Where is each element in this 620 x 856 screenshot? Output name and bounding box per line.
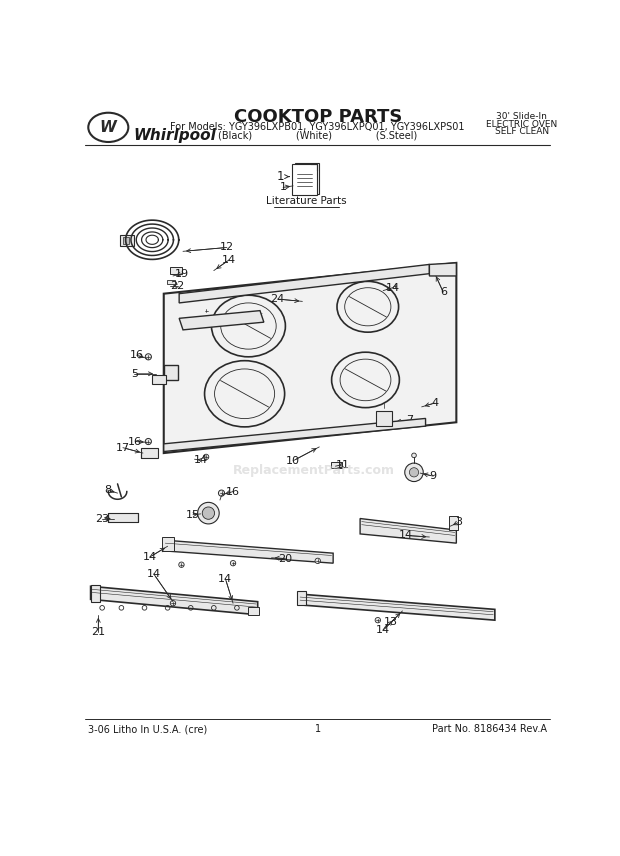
Text: Part No. 8186434 Rev.A: Part No. 8186434 Rev.A [432,724,547,734]
Text: 5: 5 [131,369,138,378]
Polygon shape [360,519,456,544]
Bar [162,537,174,551]
Text: Whirlpool: Whirlpool [133,128,216,143]
Bar [331,462,342,468]
Text: (Black)              (White)              (S.Steel): (Black) (White) (S.Steel) [218,131,417,141]
Text: 1: 1 [277,170,285,183]
Text: 3-06 Litho In U.S.A. (cre): 3-06 Litho In U.S.A. (cre) [88,724,208,734]
Text: 14: 14 [147,569,161,579]
Text: 14: 14 [399,531,414,540]
Bar [123,237,129,244]
Circle shape [231,561,236,566]
Text: 14: 14 [218,574,232,584]
Circle shape [198,502,219,524]
Text: SELF CLEAN: SELF CLEAN [495,128,549,136]
Text: 14: 14 [193,455,208,465]
Text: 16: 16 [130,350,144,360]
Polygon shape [164,419,425,451]
Circle shape [179,562,184,568]
Bar [170,267,182,274]
Circle shape [203,455,209,460]
Text: 14: 14 [222,255,236,265]
Text: 14: 14 [143,552,157,562]
Text: 11: 11 [335,460,350,470]
Bar [91,585,100,602]
Text: 3: 3 [455,517,462,527]
Text: 8: 8 [104,485,111,495]
Bar [249,607,259,615]
Circle shape [315,558,321,563]
Circle shape [218,490,224,496]
Text: For Models: YGY396LXPB01, YGY396LXPQ01, YGY396LXPS01: For Models: YGY396LXPB01, YGY396LXPQ01, … [170,122,465,133]
Text: ELECTRIC OVEN: ELECTRIC OVEN [486,120,557,128]
Polygon shape [91,586,258,615]
Text: ReplacementParts.com: ReplacementParts.com [233,464,395,478]
Bar [376,411,392,426]
Text: 10: 10 [286,455,300,466]
Circle shape [203,308,209,313]
Polygon shape [430,263,456,276]
Bar [293,164,317,195]
Circle shape [412,453,416,458]
Circle shape [405,463,423,482]
Text: COOKTOP PARTS: COOKTOP PARTS [234,108,402,126]
Bar [167,280,175,284]
Text: 19: 19 [175,269,189,279]
Text: 24: 24 [270,294,285,304]
Text: 21: 21 [91,627,105,638]
Polygon shape [298,594,495,620]
Polygon shape [179,265,430,303]
Text: 6: 6 [440,287,447,297]
Bar [294,163,319,193]
Text: Literature Parts: Literature Parts [266,196,347,206]
Circle shape [170,601,175,606]
Bar [120,235,134,246]
Polygon shape [179,311,264,330]
Circle shape [375,617,381,623]
Circle shape [219,490,224,496]
Circle shape [409,467,419,477]
Text: 22: 22 [170,281,185,291]
Text: 14: 14 [376,625,390,635]
Text: 13: 13 [384,617,398,627]
Text: 12: 12 [220,242,234,253]
Text: 23: 23 [95,514,109,524]
Text: 1: 1 [280,182,286,193]
Polygon shape [164,365,177,380]
Text: 17: 17 [116,443,130,453]
Text: 15: 15 [186,509,200,520]
Circle shape [392,283,397,288]
Text: 7: 7 [407,415,414,425]
Text: W: W [100,120,117,135]
Text: 20: 20 [278,554,293,563]
Polygon shape [164,540,333,563]
Text: 14: 14 [386,282,401,293]
Circle shape [381,398,387,404]
Text: 9: 9 [430,471,437,481]
Bar [297,591,306,604]
Text: 1: 1 [315,724,321,734]
Text: 4: 4 [432,398,438,408]
Text: 16: 16 [226,486,240,496]
Bar [449,516,458,530]
Circle shape [145,438,151,444]
Polygon shape [164,263,456,453]
Circle shape [202,507,215,520]
Text: 30' Slide-In: 30' Slide-In [497,112,547,121]
Text: 18: 18 [209,318,223,327]
Text: 16: 16 [128,437,142,447]
Bar [141,448,157,459]
Bar [152,375,166,383]
Circle shape [145,354,151,360]
Bar [108,513,138,522]
